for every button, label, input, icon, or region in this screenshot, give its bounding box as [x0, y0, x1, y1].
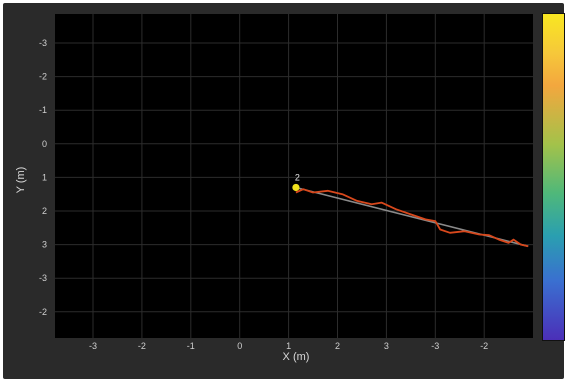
- colorbar: [542, 13, 565, 341]
- x-tick-label: -3: [89, 341, 97, 351]
- x-tick-label: -2: [480, 341, 488, 351]
- y-tick-label: -2: [39, 307, 47, 317]
- x-tick-label: 2: [335, 341, 340, 351]
- plot-area: [55, 14, 533, 338]
- trajectory-line: [295, 188, 529, 248]
- x-tick-label: 3: [384, 341, 389, 351]
- x-tick-label: 0: [237, 341, 242, 351]
- series-layer: [295, 186, 529, 248]
- tick-layer: -3 -2 -1 0 1 2 3 -3 -2 -3 -2 -1 0 1 2 3 -3 -2: [39, 38, 488, 351]
- y-tick-label: 0: [42, 139, 47, 149]
- y-tick-label: -3: [39, 38, 47, 48]
- marker-layer: 2: [292, 172, 300, 192]
- x-tick-label: -2: [138, 341, 146, 351]
- y-tick-label: 2: [42, 206, 47, 216]
- y-tick-label: 3: [42, 240, 47, 250]
- x-tick-label: -1: [187, 341, 195, 351]
- y-tick-label: -2: [39, 72, 47, 82]
- y-tick-label: 1: [42, 172, 47, 182]
- grid-layer: [55, 14, 533, 338]
- y-axis-label: Y (m): [15, 167, 27, 194]
- start-marker: [292, 183, 300, 192]
- x-tick-label: -3: [431, 341, 439, 351]
- marker-label: 2: [295, 172, 300, 182]
- figure-panel: [3, 3, 565, 379]
- reference-line: [295, 186, 529, 248]
- x-axis-label: X (m): [283, 351, 310, 363]
- y-tick-label: -1: [39, 105, 47, 115]
- x-tick-label: 1: [286, 341, 291, 351]
- y-tick-label: -3: [39, 273, 47, 283]
